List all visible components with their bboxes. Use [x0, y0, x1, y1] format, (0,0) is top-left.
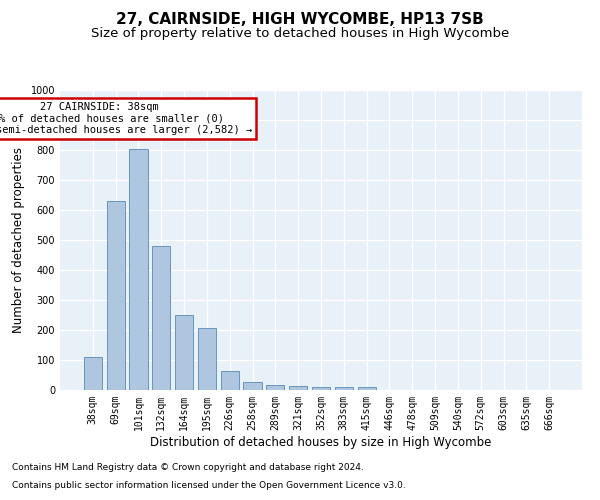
Bar	[107, 201, 125, 390]
Bar	[266, 384, 284, 390]
Text: Contains public sector information licensed under the Open Government Licence v3: Contains public sector information licen…	[12, 481, 406, 490]
Bar	[335, 387, 353, 390]
Bar	[152, 246, 170, 390]
Text: 27 CAIRNSIDE: 38sqm
← <1% of detached houses are smaller (0)
>99% of semi-detach: 27 CAIRNSIDE: 38sqm ← <1% of detached ho…	[0, 102, 252, 135]
Bar	[312, 387, 330, 390]
Bar	[244, 382, 262, 390]
Text: Contains HM Land Registry data © Crown copyright and database right 2024.: Contains HM Land Registry data © Crown c…	[12, 464, 364, 472]
X-axis label: Distribution of detached houses by size in High Wycombe: Distribution of detached houses by size …	[151, 436, 491, 448]
Text: Size of property relative to detached houses in High Wycombe: Size of property relative to detached ho…	[91, 28, 509, 40]
Text: 27, CAIRNSIDE, HIGH WYCOMBE, HP13 7SB: 27, CAIRNSIDE, HIGH WYCOMBE, HP13 7SB	[116, 12, 484, 28]
Bar	[130, 148, 148, 390]
Bar	[198, 328, 216, 390]
Bar	[221, 372, 239, 390]
Bar	[175, 315, 193, 390]
Bar	[84, 357, 102, 390]
Y-axis label: Number of detached properties: Number of detached properties	[12, 147, 25, 333]
Bar	[358, 387, 376, 390]
Bar	[289, 386, 307, 390]
